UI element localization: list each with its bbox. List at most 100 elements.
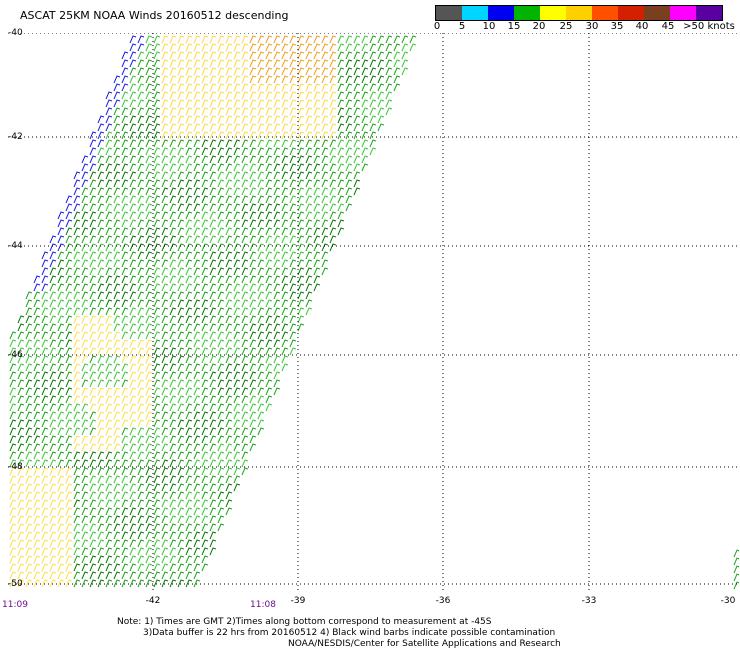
wind-barb <box>225 275 233 284</box>
wind-barb <box>369 115 377 124</box>
wind-barb <box>241 427 249 436</box>
wind-barb <box>305 107 313 116</box>
wind-barb <box>97 307 105 316</box>
wind-barb <box>177 419 185 428</box>
wind-barb <box>313 99 321 108</box>
wind-barb <box>25 563 33 572</box>
wind-barb <box>209 323 217 332</box>
wind-barb <box>121 331 129 340</box>
wind-barb <box>121 571 129 580</box>
wind-barb <box>81 323 89 332</box>
wind-barb <box>9 331 17 340</box>
wind-barb <box>353 115 361 124</box>
wind-barb <box>329 219 337 228</box>
wind-barb <box>57 483 65 492</box>
wind-barb <box>81 283 89 292</box>
wind-barb <box>241 323 249 332</box>
wind-barb <box>361 155 369 164</box>
wind-barb <box>289 307 297 316</box>
wind-barb <box>217 347 225 356</box>
wind-barb <box>225 123 233 132</box>
wind-barb <box>129 155 137 164</box>
legend-label: >50 knots <box>683 21 735 32</box>
wind-barb <box>145 275 153 284</box>
wind-barb <box>361 59 369 68</box>
wind-barb <box>113 267 121 276</box>
wind-barb <box>41 379 49 388</box>
wind-barb <box>209 35 217 44</box>
wind-barb <box>217 211 225 220</box>
wind-barb <box>57 355 65 364</box>
wind-barb <box>105 395 113 404</box>
wind-barb <box>217 107 225 116</box>
wind-barb <box>225 155 233 164</box>
wind-barb <box>57 283 65 292</box>
wind-barb <box>273 67 281 76</box>
wind-barb <box>121 75 129 84</box>
wind-barb <box>353 171 361 180</box>
wind-barb <box>241 35 249 44</box>
wind-barb <box>161 243 169 252</box>
wind-barb <box>49 515 57 524</box>
wind-barb <box>65 411 73 420</box>
wind-barb <box>345 195 353 204</box>
wind-barb <box>89 379 97 388</box>
wind-barb <box>161 427 169 436</box>
wind-barb <box>121 419 129 428</box>
wind-barb <box>209 531 217 540</box>
wind-barb <box>297 83 305 92</box>
wind-barb <box>161 203 169 212</box>
wind-barb <box>161 163 169 172</box>
wind-barb <box>145 411 153 420</box>
wind-barb <box>57 571 65 580</box>
wind-barb <box>145 163 153 172</box>
wind-barb <box>17 507 25 516</box>
wind-barb <box>105 403 113 412</box>
wind-barb <box>265 35 273 44</box>
wind-barb <box>265 243 273 252</box>
wind-barb <box>305 275 313 284</box>
wind-barb <box>113 483 121 492</box>
wind-barb <box>249 283 257 292</box>
wind-barb <box>161 195 169 204</box>
wind-barb <box>273 371 281 380</box>
wind-barb <box>97 363 105 372</box>
wind-barb <box>121 267 129 276</box>
wind-barb <box>225 43 233 52</box>
wind-barb <box>193 259 201 268</box>
wind-barb <box>121 203 129 212</box>
wind-barb <box>113 539 121 548</box>
wind-barb <box>105 387 113 396</box>
wind-barb <box>185 331 193 340</box>
wind-barb <box>57 499 65 508</box>
wind-barb <box>281 363 289 372</box>
wind-barb <box>9 531 17 540</box>
wind-barb <box>65 259 73 268</box>
wind-barb <box>273 35 281 44</box>
wind-barb <box>169 315 177 324</box>
wind-barb <box>265 131 273 140</box>
wind-barb <box>81 547 89 556</box>
wind-barb <box>177 307 185 316</box>
wind-barb <box>57 523 65 532</box>
lon-label: -39 <box>290 596 306 606</box>
wind-barb <box>177 219 185 228</box>
wind-barb <box>209 523 217 532</box>
wind-barb <box>97 539 105 548</box>
wind-barb <box>121 459 129 468</box>
wind-barb <box>177 315 185 324</box>
wind-barb <box>153 51 161 60</box>
wind-barb <box>337 155 345 164</box>
wind-barb <box>9 459 17 468</box>
wind-barb <box>185 91 193 100</box>
wind-barb <box>57 363 65 372</box>
wind-barb <box>305 59 313 68</box>
wind-barb <box>25 427 33 436</box>
wind-barb <box>153 555 161 564</box>
wind-barb <box>241 51 249 60</box>
wind-barb <box>105 579 113 588</box>
legend-swatch-9 <box>670 6 696 20</box>
wind-barb <box>193 451 201 460</box>
wind-barb <box>233 483 241 492</box>
wind-barb <box>305 51 313 60</box>
